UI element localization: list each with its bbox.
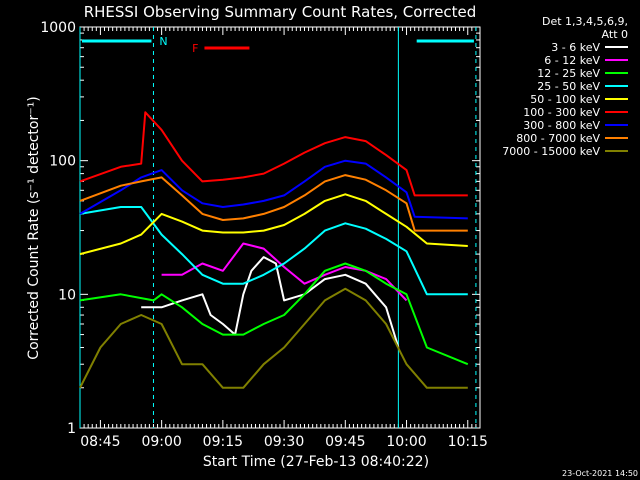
- legend-entry-label: 50 - 100 keV: [530, 93, 600, 106]
- legend-header: Att 0: [602, 28, 628, 41]
- x-tick-label: 10:15: [448, 434, 488, 450]
- y-tick-label: 100: [49, 154, 76, 170]
- series-line-3: [79, 262, 469, 366]
- legend-entry-label: 7000 - 15000 keV: [502, 145, 600, 158]
- legend-entry-label: 6 - 12 keV: [544, 54, 600, 67]
- series-line-5: [79, 193, 468, 256]
- x-tick-label: 08:45: [80, 434, 120, 450]
- legend-entry-label: 100 - 300 keV: [523, 106, 600, 119]
- series-line-4: [79, 206, 468, 296]
- legend-entry-label: 12 - 25 keV: [537, 67, 600, 80]
- plot-area: 1 10 100 1000 08:45 09:00 09:15 09:30 09:45 10:00…: [40, 20, 488, 450]
- footer-timestamp: 23-Oct-2021 14:50: [562, 469, 638, 478]
- y-axis-label: Corrected Count Rate (s⁻¹ detector⁻¹): [26, 96, 42, 359]
- y-tick-label: 1000: [40, 20, 76, 36]
- x-tick-label: 09:45: [325, 434, 365, 450]
- x-tick-label: 09:30: [264, 434, 304, 450]
- legend-header: Det 1,3,4,5,6,9,: [542, 15, 628, 28]
- series-line-6: [79, 111, 468, 197]
- legend-entry-label: 300 - 800 keV: [523, 119, 600, 132]
- legend-entry-label: 25 - 50 keV: [537, 80, 600, 93]
- legend-entry-label: 3 - 6 keV: [551, 41, 600, 54]
- series-line-9: [79, 287, 468, 389]
- series-line-7: [79, 159, 468, 220]
- legend-entry-label: 800 - 7000 keV: [516, 132, 600, 145]
- chart-title: RHESSI Observing Summary Count Rates, Co…: [84, 3, 477, 21]
- series-line-1: [141, 256, 400, 348]
- x-tick-label: 09:15: [203, 434, 243, 450]
- flag-label-f: F: [192, 42, 198, 55]
- x-axis-label: Start Time (27-Feb-13 08:40:22): [203, 454, 429, 470]
- x-tick-label: 09:00: [141, 434, 181, 450]
- y-tick-label: 1: [67, 421, 76, 437]
- x-tick-label: 10:00: [386, 434, 426, 450]
- series-line-8: [79, 174, 468, 232]
- flag-label-n: N: [159, 35, 167, 48]
- y-tick-label: 10: [58, 287, 76, 303]
